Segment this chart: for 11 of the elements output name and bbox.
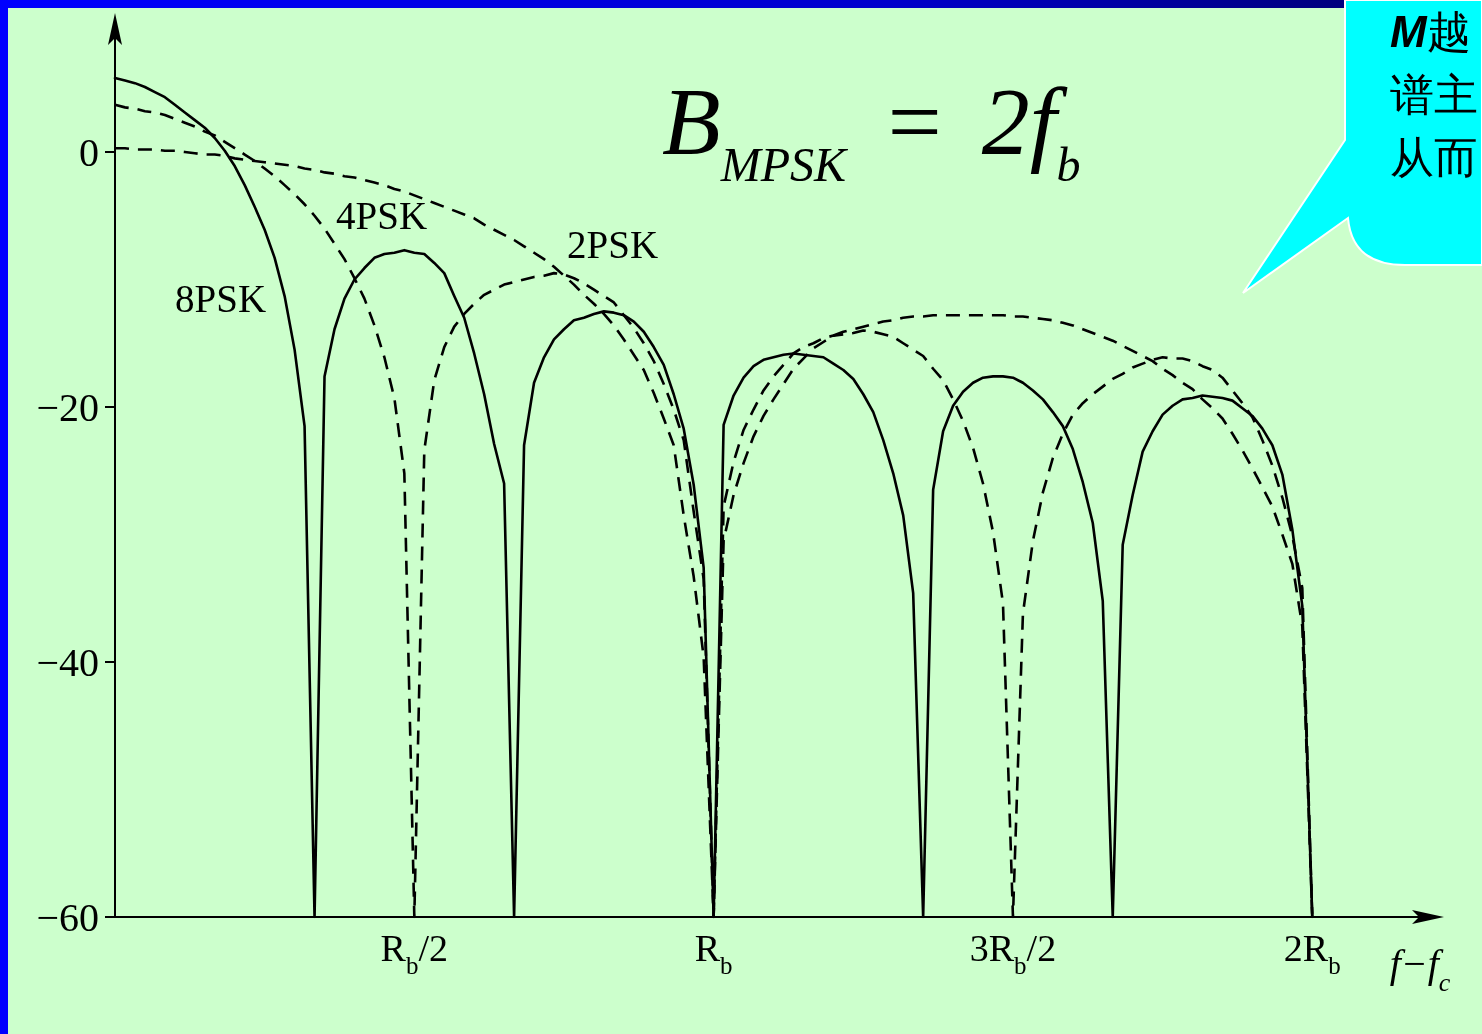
y-tick-label: −20 <box>36 384 99 430</box>
annotation: M越 <box>1390 5 1471 59</box>
series-label: 8PSK <box>175 277 267 320</box>
y-tick-label: −40 <box>36 639 99 685</box>
annotation: B$_{MPSK}$ = 2f$_{b}$ <box>662 68 1081 191</box>
annotation: 从而 <box>1390 131 1478 185</box>
series-label: 2PSK <box>567 223 659 266</box>
series-label: 4PSK <box>336 194 428 237</box>
y-tick-label: 0 <box>79 129 99 175</box>
y-tick-label: −60 <box>36 894 99 940</box>
annotation: 谱主 <box>1390 68 1478 122</box>
